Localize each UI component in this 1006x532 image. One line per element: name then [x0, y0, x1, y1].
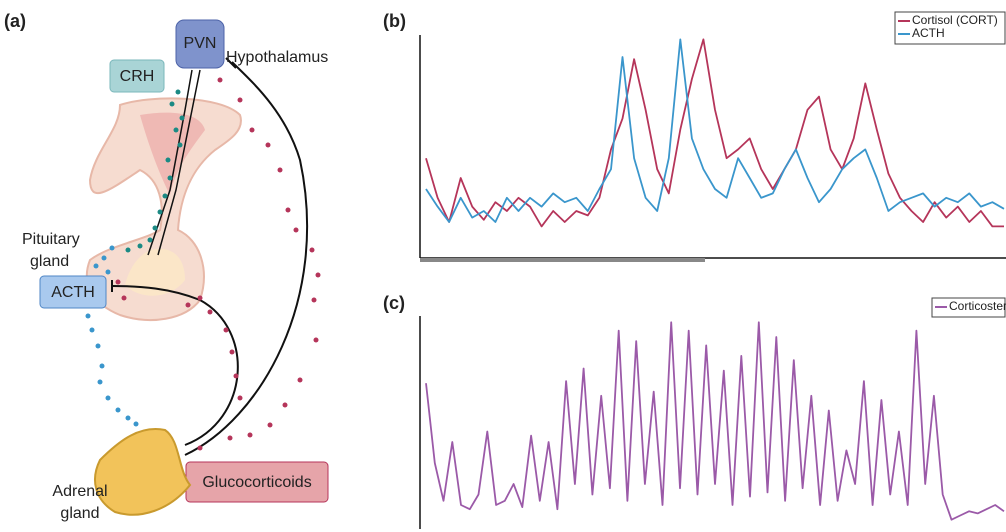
acth-dot — [125, 415, 131, 421]
acth-box — [39, 275, 107, 309]
crh-dot — [169, 101, 175, 107]
cort-dot — [311, 297, 317, 303]
series-line — [425, 38, 1004, 228]
feedback-arrow — [111, 285, 239, 446]
crh-dot — [173, 127, 179, 133]
acth-label: ACTH — [51, 284, 95, 301]
series-line — [425, 38, 1005, 223]
cort-dot — [297, 377, 303, 383]
time-bar — [420, 258, 705, 262]
cort-dot — [237, 395, 243, 401]
legend — [894, 11, 1006, 45]
cort-dot — [277, 167, 283, 173]
cort-dot — [233, 373, 239, 379]
acth-dot — [115, 407, 121, 413]
acth-dot — [85, 313, 91, 319]
pituitary-label: Pituitary — [22, 231, 80, 248]
crh-dot — [177, 142, 183, 148]
acth-dot — [109, 245, 115, 251]
cort-dot — [223, 327, 229, 333]
legend-label: ACTH — [912, 26, 945, 40]
cort-dot — [282, 402, 288, 408]
panel-label: (c) — [383, 293, 405, 313]
acth-dot — [105, 395, 111, 401]
adrenal-label: Adrenal — [52, 483, 107, 500]
neuron-axon — [147, 69, 201, 256]
panel-label: (b) — [383, 11, 406, 31]
cort-dot — [115, 279, 121, 285]
cort-dot — [207, 309, 213, 315]
crh-dot — [152, 225, 158, 231]
crh-label: CRH — [120, 68, 155, 85]
crh-dot — [162, 193, 168, 199]
acth-dot — [99, 363, 105, 369]
inhibit-bar — [225, 57, 237, 69]
crh-dot — [167, 175, 173, 181]
crh-box — [109, 59, 165, 93]
cort-dot — [309, 247, 315, 253]
anterior-lobe — [125, 248, 185, 296]
crh-dot — [125, 247, 131, 253]
crh-dot — [179, 115, 185, 121]
cort-dot — [217, 77, 223, 83]
cort-dot — [197, 445, 203, 451]
acth-dot — [101, 255, 107, 261]
legend — [931, 297, 1006, 318]
cort-dot — [197, 295, 203, 301]
pvn-box — [175, 19, 225, 69]
hypothalamus-label: Hypothalamus — [226, 49, 328, 66]
cort-dot — [313, 337, 319, 343]
crh-dot — [137, 243, 143, 249]
crh-dot — [157, 209, 163, 215]
diagram — [39, 19, 329, 516]
cort-dot — [285, 207, 291, 213]
cort-dot — [265, 142, 271, 148]
glucocorticoids-label: Glucocorticoids — [202, 474, 311, 491]
series-line — [425, 321, 1005, 521]
cort-dot — [293, 227, 299, 233]
legend-label: Corticosterone — [949, 299, 1006, 313]
acth-dot — [97, 379, 103, 385]
acth-dot — [105, 269, 111, 275]
crh-dot — [165, 157, 171, 163]
cort-dot — [249, 127, 255, 133]
pituitary-label: gland — [30, 253, 69, 270]
acth-dot — [133, 421, 139, 427]
cort-dot — [185, 302, 191, 308]
crh-dot — [175, 89, 181, 95]
cort-dot — [247, 432, 253, 438]
cort-dot — [121, 295, 127, 301]
dots — [85, 77, 321, 451]
feedback-arrow — [184, 61, 309, 456]
cort-dot — [227, 435, 233, 441]
adrenal-gland — [94, 428, 192, 516]
adrenal-label: gland — [60, 505, 99, 522]
cort-dot — [237, 97, 243, 103]
panel-label: (a) — [4, 11, 26, 31]
legend-label: Cortisol (CORT) — [912, 13, 998, 27]
stalk — [140, 112, 205, 195]
cort-dot — [229, 349, 235, 355]
acth-dot — [93, 263, 99, 269]
crh-dot — [147, 237, 153, 243]
pvn-label: PVN — [184, 35, 217, 52]
cort-dot — [315, 272, 321, 278]
acth-dot — [95, 343, 101, 349]
cort-dot — [267, 422, 273, 428]
acth-dot — [89, 327, 95, 333]
